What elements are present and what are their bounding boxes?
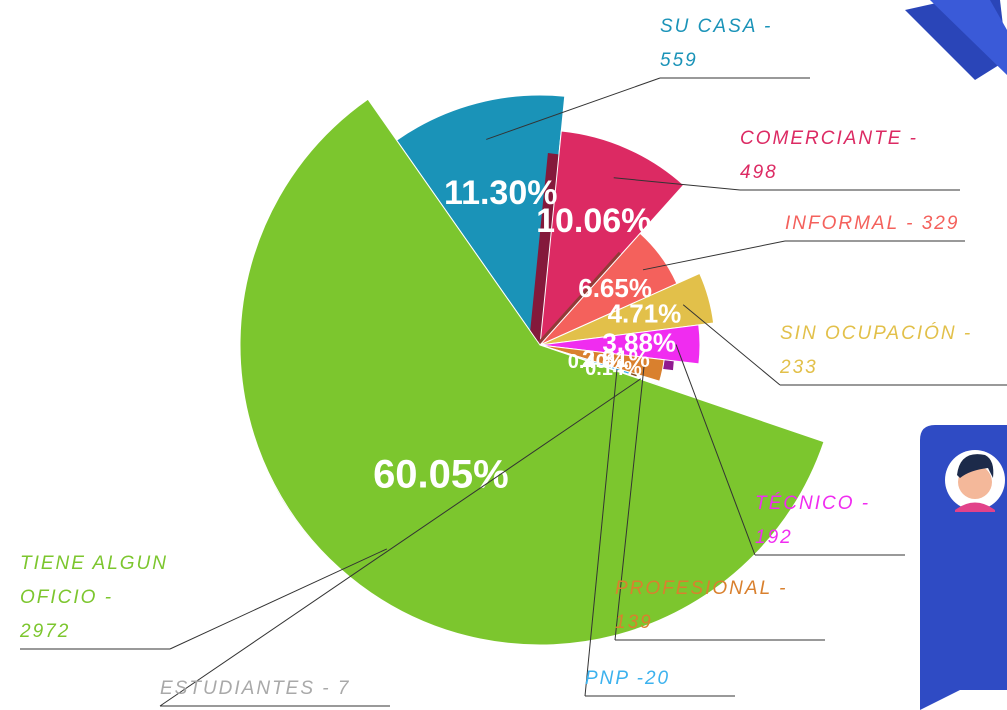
category-label: PROFESIONAL - 139 [615,578,788,633]
avatar-hair [957,454,994,478]
leader-line [584,369,618,697]
category-label: COMERCIANTE - 498 [740,128,918,183]
value-label: 60.05% [373,452,509,496]
avatar-body [955,502,995,512]
pie-slice [539,272,715,346]
pie-slice [395,94,566,347]
value-label: 11.30% [444,174,557,212]
value-label: 6.65% [578,273,652,303]
leader-line [169,548,388,650]
leader-line [614,366,645,641]
value-label: 10.06% [536,202,651,240]
pie-slice [239,98,825,646]
category-label: PNP -20 [585,668,671,689]
category-label: TIENE ALGUN OFICIO - 2972 [20,553,168,642]
value-label: 4.71% [608,299,682,329]
leader-line [159,378,642,707]
leader-line [486,77,661,140]
pie-slice [539,130,685,347]
category-label: SIN OCUPACIÓN - 233 [780,323,973,378]
value-label: 0.14% [585,358,642,380]
decor-shape [930,0,1007,75]
category-label: INFORMAL - 329 [785,213,960,234]
pct-labels: 11.30%10.06% 6.65%4.71%3.88%2.81%0.40%0.1… [373,174,681,496]
value-label: 0.40% [568,351,625,373]
leader-line [682,304,781,386]
pie-slice [539,324,701,365]
category-label: ESTUDIANTES - 7 [160,678,351,699]
category-label: TÉCNICO - 192 [755,493,871,548]
category-label: SU CASA - 559 [660,16,773,71]
leader-line [675,344,756,556]
value-label: 3.88% [602,327,676,357]
leader-line [642,240,786,271]
value-label: 2.81% [582,346,650,373]
leader-line [613,177,741,191]
pie [239,94,825,646]
